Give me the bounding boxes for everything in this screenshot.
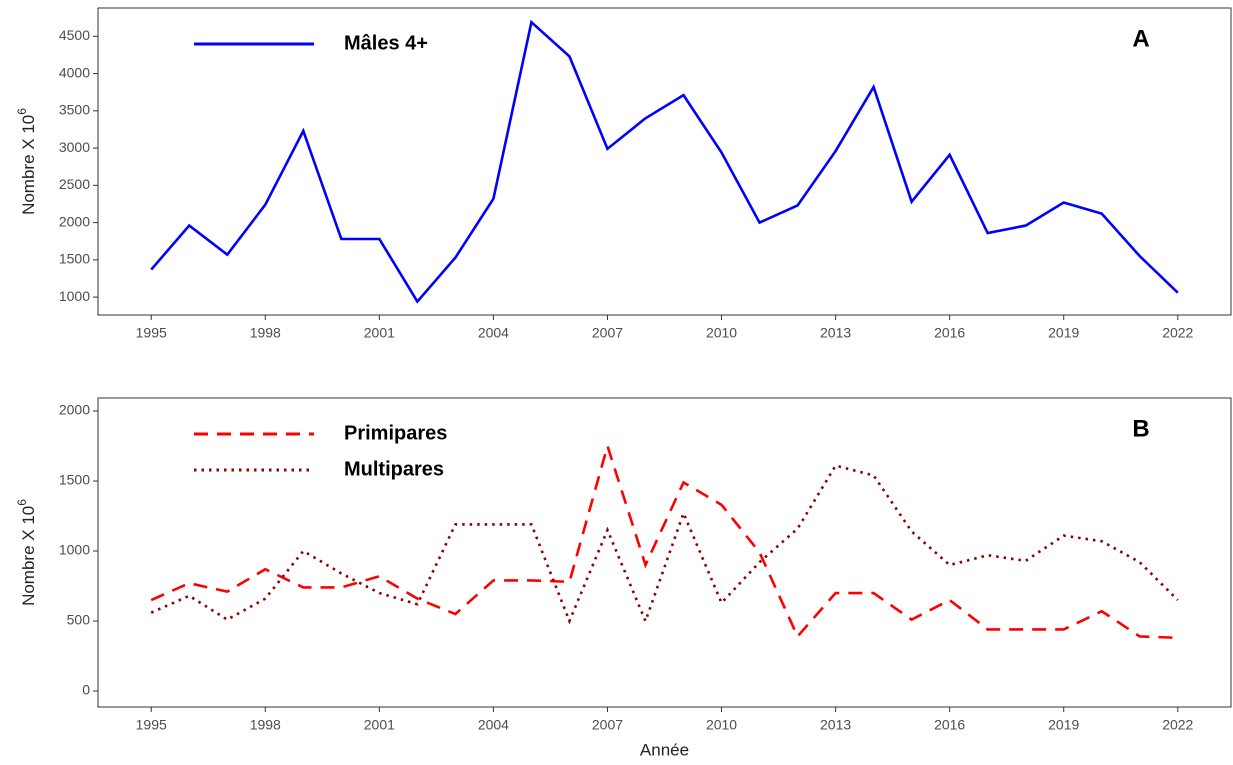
x-tick-label: 2004 (478, 325, 509, 341)
plot-frame (97, 7, 1232, 316)
y-axis-title: Nombre X 106 (15, 499, 38, 606)
x-tick-label: 2022 (1162, 325, 1193, 341)
legend-label: Primipares (344, 422, 447, 444)
x-tick-label: 2010 (706, 325, 737, 341)
x-tick-label: 2019 (1048, 717, 1079, 733)
x-tick-label: 2013 (820, 325, 851, 341)
y-tick-label: 1000 (59, 542, 90, 558)
line-series (150, 464, 1179, 625)
plot-frame (97, 397, 1232, 708)
panel-tag: B (1132, 415, 1149, 442)
y-tick-label: 2000 (59, 213, 90, 229)
x-tick-label: 1995 (136, 717, 167, 733)
x-tick-label: 2019 (1048, 325, 1079, 341)
x-tick-label: 2016 (934, 325, 965, 341)
y-tick-label: 3000 (59, 139, 90, 155)
y-axis-title: Nombre X 106 (15, 108, 38, 215)
y-axis-title-exponent: 6 (15, 108, 29, 115)
y-axis-title-exponent: 6 (15, 499, 29, 506)
x-tick-label: 1998 (250, 325, 281, 341)
x-tick-label: 2001 (364, 325, 395, 341)
x-axis-title: Année (640, 740, 689, 759)
x-tick-label: 1995 (136, 325, 167, 341)
x-tick-label: 1998 (250, 717, 281, 733)
x-tick-label: 2007 (592, 717, 623, 733)
x-tick-label: 2022 (1162, 717, 1193, 733)
x-tick-label: 2013 (820, 717, 851, 733)
x-tick-label: 2001 (364, 717, 395, 733)
y-tick-label: 2000 (59, 402, 90, 418)
y-tick-label: 1000 (59, 288, 90, 304)
x-tick-label: 2010 (706, 717, 737, 733)
y-tick-label: 3500 (59, 102, 90, 118)
y-axis-title-text: Nombre X 10 (19, 506, 38, 606)
y-tick-label: 500 (67, 612, 91, 628)
panel-tag: A (1132, 25, 1149, 52)
y-tick-label: 1500 (59, 251, 90, 267)
y-tick-label: 4500 (59, 27, 90, 43)
y-tick-label: 1500 (59, 472, 90, 488)
y-tick-label: 4000 (59, 64, 90, 80)
x-tick-label: 2016 (934, 717, 965, 733)
x-tick-label: 2007 (592, 325, 623, 341)
y-tick-label: 2500 (59, 176, 90, 192)
y-tick-label: 0 (82, 682, 90, 698)
line-series (150, 441, 1178, 640)
legend-label: Mâles 4+ (344, 32, 428, 54)
y-axis-title-text: Nombre X 10 (19, 115, 38, 215)
line-series (150, 19, 1179, 304)
legend-label: Multipares (344, 458, 444, 480)
x-tick-label: 2004 (478, 717, 509, 733)
